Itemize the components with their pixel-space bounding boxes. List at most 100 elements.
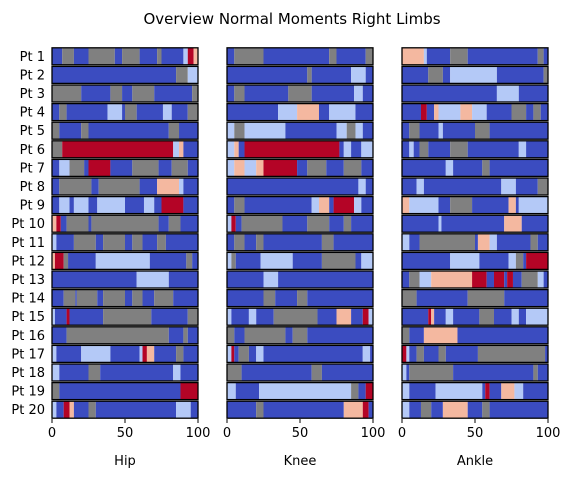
bar-segment — [402, 289, 417, 307]
bar-segment — [537, 233, 548, 251]
bar-segment — [467, 289, 505, 307]
bar-segment — [227, 364, 242, 381]
bar-segment — [409, 140, 414, 158]
bar-segment — [259, 382, 352, 400]
bar-segment — [472, 271, 487, 288]
bar-segment — [311, 85, 355, 102]
bar-segment — [368, 308, 373, 326]
bar-segment — [263, 159, 298, 177]
patient-label: Pt 9 — [20, 199, 45, 214]
bar-row — [51, 270, 199, 289]
bar-segment — [479, 252, 509, 270]
bar-segment — [59, 159, 70, 177]
bar-segment — [329, 103, 356, 121]
bar-row — [401, 214, 549, 233]
bar-segment — [336, 122, 347, 140]
bar-segment — [273, 308, 318, 326]
bar-segment — [434, 103, 439, 121]
bar-segment — [297, 159, 308, 177]
bar-outline — [226, 65, 374, 85]
bar-segment — [52, 215, 57, 233]
bar-segment — [402, 85, 497, 102]
bar-segment — [450, 66, 497, 84]
bar-row — [226, 400, 374, 419]
bar-outline — [226, 381, 374, 401]
bar-segment — [88, 196, 98, 214]
bar-segment — [234, 233, 245, 251]
bar-segment — [66, 326, 169, 344]
bar-segment — [52, 345, 57, 363]
bar-segment — [346, 122, 356, 140]
bar-segment — [142, 345, 147, 363]
x-axis-label: Ankle — [457, 454, 493, 469]
x-tick-label: 0 — [223, 426, 231, 441]
bar-segment — [354, 85, 363, 102]
bar-row — [51, 140, 199, 159]
bar-segment — [475, 122, 490, 140]
bar-segment — [263, 289, 276, 307]
bar-outline — [226, 251, 374, 271]
bar-row — [226, 307, 374, 326]
bar-segment — [179, 178, 184, 195]
bar-segment — [63, 252, 69, 270]
bar-segment — [66, 215, 89, 233]
bar-segment — [355, 103, 373, 121]
bar-segment — [98, 178, 140, 195]
bar-segment — [180, 382, 198, 400]
bar-segment — [406, 364, 410, 381]
bar-row — [401, 158, 549, 178]
bar-segment — [244, 122, 286, 140]
bar-segment — [523, 382, 548, 400]
bar-segment — [501, 382, 515, 400]
bar-segment — [526, 103, 534, 121]
bar-row — [51, 47, 199, 66]
bar-segment — [73, 233, 96, 251]
bar-segment — [54, 252, 64, 270]
bar-segment — [187, 66, 198, 84]
x-tick-label: 100 — [186, 426, 211, 441]
bar-segment — [52, 289, 64, 307]
bar-segment — [537, 271, 544, 288]
bar-segment — [362, 85, 373, 102]
x-tick-label: 100 — [361, 426, 386, 441]
bar-segment — [402, 122, 410, 140]
bar-segment — [336, 308, 352, 326]
bar-segment — [496, 66, 544, 84]
bar-outline — [226, 326, 374, 345]
bar-segment — [292, 326, 308, 344]
bar-segment — [533, 364, 538, 381]
bar-segment — [234, 140, 239, 158]
bar-segment — [518, 196, 548, 214]
bar-row — [51, 251, 199, 271]
bar-segment — [125, 289, 133, 307]
bar-outline — [51, 84, 199, 103]
bar-segment — [52, 140, 63, 158]
x-axis-label: Knee — [284, 454, 317, 469]
bar-segment — [368, 401, 373, 419]
bar-segment — [59, 364, 89, 381]
bar-segment — [59, 178, 92, 195]
bar-segment — [450, 47, 468, 65]
bar-segment — [69, 196, 74, 214]
bar-segment — [409, 401, 421, 419]
bar-segment — [402, 326, 410, 344]
bar-segment — [336, 47, 366, 65]
bar-segment — [402, 159, 446, 177]
bar-segment — [62, 47, 74, 65]
bar-segment — [165, 233, 198, 251]
bar-segment — [238, 345, 249, 363]
bar-segment — [227, 140, 235, 158]
bar-segment — [297, 289, 308, 307]
bar-segment — [139, 178, 158, 195]
bar-segment — [358, 382, 366, 400]
bar-segment — [187, 103, 198, 121]
bar-row — [226, 326, 374, 345]
bar-segment — [173, 140, 180, 158]
bar-segment — [183, 196, 198, 214]
bar-segment — [171, 103, 188, 121]
bar-segment — [537, 364, 548, 381]
bar-segment — [275, 289, 298, 307]
bar-segment — [95, 252, 150, 270]
bar-segment — [231, 215, 236, 233]
bar-segment — [154, 345, 177, 363]
